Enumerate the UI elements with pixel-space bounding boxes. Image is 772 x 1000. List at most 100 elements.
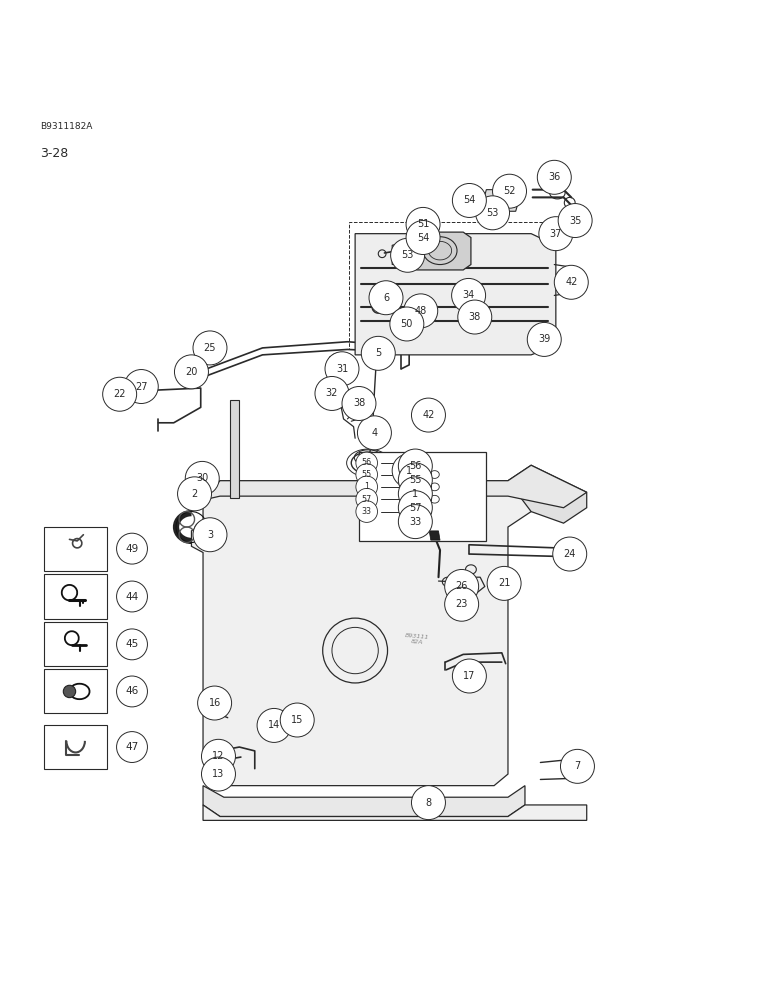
Polygon shape (203, 786, 525, 817)
Text: 45: 45 (125, 639, 139, 649)
Circle shape (201, 757, 235, 791)
Text: 23: 23 (455, 599, 468, 609)
Bar (349, 222, 542, 349)
Text: 24: 24 (564, 549, 576, 559)
Polygon shape (483, 190, 519, 211)
Circle shape (390, 307, 424, 341)
Text: 21: 21 (498, 578, 510, 588)
Text: 31: 31 (336, 364, 348, 374)
Polygon shape (392, 241, 411, 265)
Circle shape (398, 449, 432, 483)
Text: 44: 44 (125, 591, 139, 601)
Text: 39: 39 (538, 334, 550, 344)
Circle shape (117, 732, 147, 762)
Circle shape (398, 505, 432, 539)
Text: 25: 25 (204, 343, 216, 353)
Circle shape (178, 477, 212, 511)
Text: B9311182A: B9311182A (40, 122, 93, 131)
Text: 1: 1 (406, 466, 412, 476)
Text: 53: 53 (486, 208, 499, 218)
Circle shape (357, 416, 391, 450)
Polygon shape (429, 531, 440, 540)
Text: 53: 53 (401, 250, 414, 260)
Text: 46: 46 (125, 686, 139, 696)
Text: 2: 2 (191, 489, 198, 499)
Circle shape (558, 204, 592, 238)
Polygon shape (230, 400, 239, 498)
Circle shape (369, 281, 403, 315)
Text: 3-28: 3-28 (40, 147, 69, 160)
Text: 14: 14 (268, 720, 280, 730)
Circle shape (356, 476, 378, 498)
Text: 42: 42 (422, 410, 435, 420)
Polygon shape (409, 232, 471, 270)
Text: 26: 26 (455, 581, 468, 591)
Text: 16: 16 (208, 698, 221, 708)
Text: 20: 20 (185, 367, 198, 377)
Circle shape (452, 659, 486, 693)
Circle shape (445, 569, 479, 603)
Circle shape (537, 160, 571, 194)
Text: 34: 34 (462, 290, 475, 300)
Circle shape (117, 676, 147, 707)
Polygon shape (508, 465, 587, 523)
Circle shape (445, 587, 479, 621)
Text: B93111
82A: B93111 82A (405, 633, 429, 645)
Text: 13: 13 (212, 769, 225, 779)
Circle shape (452, 183, 486, 217)
Text: 54: 54 (463, 195, 476, 205)
Text: 50: 50 (401, 319, 413, 329)
Circle shape (361, 336, 395, 370)
Circle shape (174, 355, 208, 389)
Circle shape (325, 352, 359, 386)
Circle shape (487, 566, 521, 600)
Text: 38: 38 (353, 398, 365, 408)
Text: 30: 30 (196, 473, 208, 483)
Circle shape (398, 463, 432, 497)
Text: 57: 57 (409, 503, 422, 513)
Text: 12: 12 (212, 751, 225, 761)
Circle shape (185, 461, 219, 495)
Circle shape (315, 376, 349, 410)
Circle shape (404, 294, 438, 328)
Circle shape (198, 686, 232, 720)
Circle shape (539, 217, 573, 251)
Circle shape (356, 464, 378, 485)
Text: 54: 54 (417, 233, 429, 243)
Text: 49: 49 (125, 544, 139, 554)
Text: 1: 1 (364, 482, 369, 491)
Text: 5: 5 (375, 348, 381, 358)
Circle shape (493, 174, 527, 208)
Text: 56: 56 (409, 461, 422, 471)
Circle shape (476, 196, 510, 230)
Circle shape (452, 278, 486, 312)
Circle shape (280, 703, 314, 737)
Text: 38: 38 (469, 312, 481, 322)
Text: 7: 7 (574, 761, 581, 771)
Polygon shape (191, 481, 531, 786)
Circle shape (406, 221, 440, 255)
Bar (44, 527, 107, 571)
Circle shape (391, 238, 425, 272)
Circle shape (342, 387, 376, 420)
Circle shape (560, 749, 594, 783)
Text: 51: 51 (417, 219, 429, 229)
Circle shape (458, 300, 492, 334)
Text: 48: 48 (415, 306, 427, 316)
Text: 4: 4 (371, 428, 378, 438)
Polygon shape (203, 465, 587, 508)
Text: 8: 8 (425, 798, 432, 808)
Circle shape (527, 322, 561, 356)
Text: 47: 47 (125, 742, 139, 752)
Text: 22: 22 (113, 389, 126, 399)
Text: 56: 56 (361, 458, 372, 467)
Text: 33: 33 (409, 517, 422, 527)
Circle shape (356, 501, 378, 522)
Circle shape (103, 377, 137, 411)
Text: 35: 35 (569, 216, 581, 226)
Circle shape (201, 739, 235, 773)
Polygon shape (355, 234, 556, 355)
Text: 36: 36 (548, 172, 560, 182)
Text: 37: 37 (550, 229, 562, 239)
Bar (44, 669, 107, 713)
